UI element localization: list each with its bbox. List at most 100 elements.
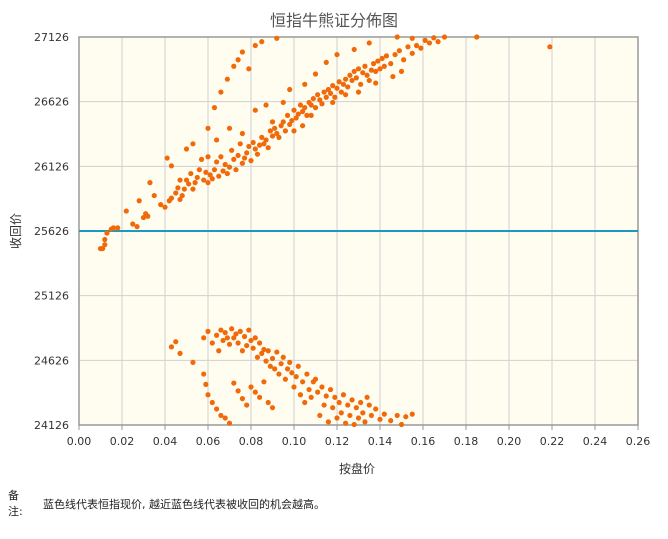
data-point	[276, 134, 282, 140]
data-point	[323, 393, 329, 399]
data-point	[158, 202, 164, 208]
data-point	[257, 394, 263, 400]
data-point	[248, 158, 254, 164]
data-point	[248, 384, 254, 390]
data-point	[323, 94, 329, 100]
data-point	[405, 44, 411, 50]
x-tick-label: 0.18	[454, 435, 479, 448]
data-point	[418, 45, 424, 51]
data-point	[231, 380, 237, 386]
data-point	[474, 34, 480, 40]
data-point	[388, 418, 394, 424]
data-point	[431, 35, 437, 41]
data-point	[235, 152, 241, 159]
data-point	[338, 410, 344, 416]
data-point	[340, 81, 347, 87]
data-point	[379, 55, 385, 62]
data-point	[257, 340, 263, 346]
data-point	[201, 371, 207, 377]
data-point	[280, 119, 286, 125]
data-point	[205, 392, 211, 398]
data-point	[317, 412, 323, 419]
data-point	[319, 384, 325, 390]
data-point	[237, 328, 243, 334]
data-point	[338, 89, 344, 95]
data-point	[334, 51, 340, 58]
data-point	[274, 130, 280, 137]
data-point	[136, 198, 142, 204]
data-point	[239, 160, 245, 166]
data-point	[327, 90, 334, 96]
data-point	[435, 39, 441, 45]
data-point	[209, 340, 215, 346]
data-point	[102, 236, 108, 243]
data-point	[218, 89, 224, 95]
data-point	[377, 66, 383, 72]
data-point	[235, 388, 241, 394]
data-point	[134, 224, 140, 230]
data-point	[250, 139, 256, 146]
data-point	[319, 101, 325, 107]
data-point	[269, 355, 276, 362]
data-point	[265, 348, 271, 354]
data-point	[388, 61, 394, 67]
data-point	[422, 37, 428, 43]
data-point	[244, 402, 250, 408]
data-point	[289, 117, 295, 124]
data-point	[373, 68, 379, 75]
data-point	[278, 361, 284, 367]
data-point	[302, 399, 308, 406]
data-point	[263, 102, 269, 108]
data-point	[102, 242, 108, 248]
x-tick-label: 0.08	[239, 435, 264, 448]
data-point	[201, 335, 207, 341]
footnote-label: 备 注:	[8, 489, 23, 518]
data-point	[267, 363, 273, 369]
data-point	[349, 77, 355, 84]
data-point	[233, 331, 239, 337]
data-point	[259, 134, 265, 140]
data-point	[390, 73, 396, 80]
data-point	[358, 399, 364, 406]
data-point	[368, 412, 374, 419]
y-tick-label: 24126	[34, 419, 69, 432]
y-tick-label: 24626	[34, 354, 69, 367]
data-point	[364, 72, 370, 78]
data-point	[252, 146, 258, 152]
data-point	[547, 44, 553, 50]
data-point	[224, 335, 230, 341]
data-point	[214, 332, 220, 338]
data-point	[300, 108, 306, 115]
data-point	[140, 214, 147, 221]
data-point	[334, 85, 340, 91]
data-point	[332, 94, 338, 100]
data-point	[345, 84, 351, 90]
data-point	[244, 342, 250, 349]
data-point	[274, 349, 280, 355]
data-point	[295, 363, 301, 369]
data-point	[409, 35, 415, 41]
data-point	[269, 405, 276, 411]
data-point	[297, 392, 304, 398]
data-point	[377, 416, 383, 422]
data-point	[229, 326, 235, 332]
data-point	[168, 344, 175, 350]
data-point	[244, 150, 250, 156]
data-point	[441, 34, 448, 40]
chart-svg: 恒指牛熊证分佈图 0.00 0.02 0.04 0.06 0.08 0.10 0.12 0.1…	[9, 11, 650, 476]
data-point	[186, 181, 192, 187]
data-point	[413, 42, 420, 49]
data-point	[168, 195, 175, 201]
data-point	[300, 123, 306, 129]
data-point	[235, 340, 241, 346]
data-point	[231, 335, 237, 341]
data-point	[265, 399, 271, 406]
data-point	[366, 77, 372, 84]
data-point	[259, 39, 265, 45]
data-point	[164, 155, 170, 161]
x-tick-label: 0.24	[583, 435, 608, 448]
x-tick-label: 0.00	[67, 435, 92, 448]
data-point	[355, 89, 362, 95]
data-point	[257, 142, 263, 148]
data-point	[308, 112, 314, 118]
